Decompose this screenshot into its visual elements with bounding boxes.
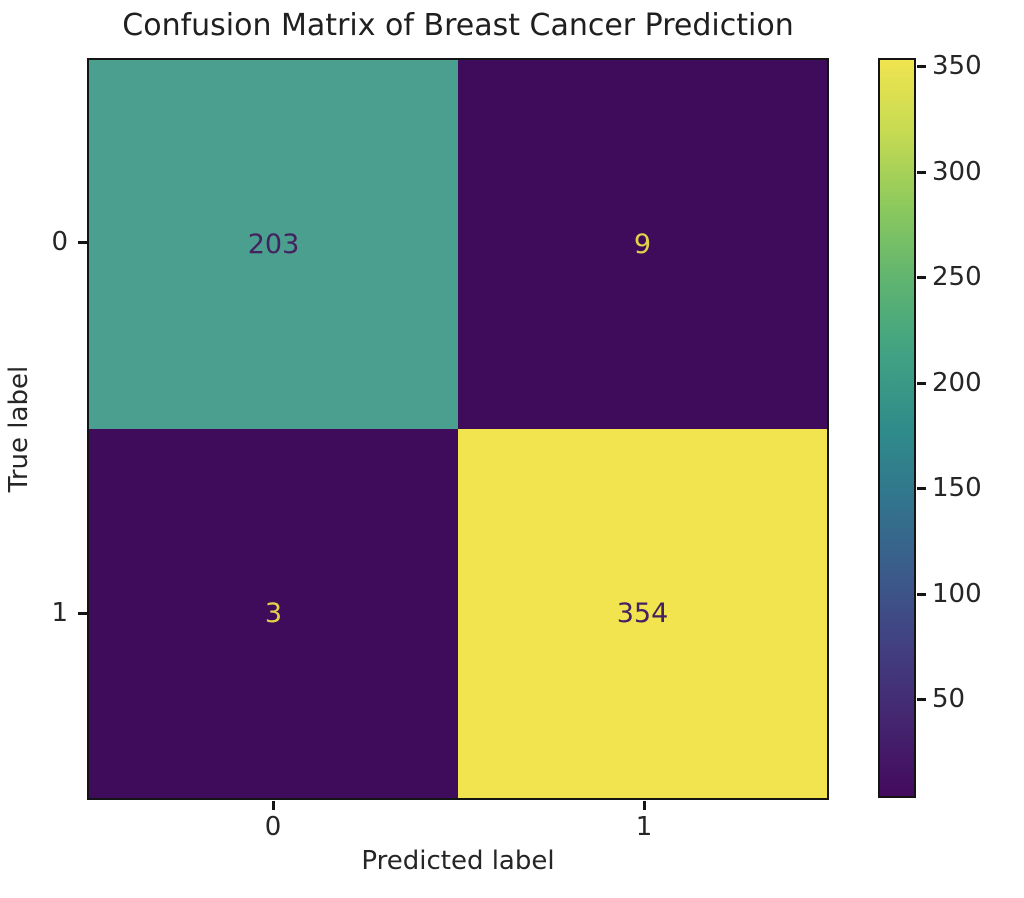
colorbar-tick-label-50: 50: [932, 684, 966, 714]
x-tick-mark-0: [272, 801, 275, 810]
y-axis-label-box: True label: [2, 58, 36, 800]
y-tick-mark-0: [78, 241, 87, 244]
y-tick-mark-1: [78, 612, 87, 615]
colorbar-tick-mark-200: [917, 382, 926, 385]
cell-value: 354: [616, 598, 669, 629]
colorbar-tick-mark-250: [917, 276, 926, 279]
chart-title: Confusion Matrix of Breast Cancer Predic…: [122, 8, 794, 43]
heatmap-axes: 203 9 3 354: [87, 58, 829, 800]
colorbar-tick-label-350: 350: [932, 51, 982, 81]
x-tick-label-1: 1: [635, 812, 653, 842]
colorbar-tick-mark-50: [917, 698, 926, 701]
cell-true0-pred1: 9: [458, 60, 827, 429]
colorbar-tick-mark-300: [917, 171, 926, 174]
y-axis-label: True label: [4, 365, 34, 493]
x-axis-label: Predicted label: [361, 846, 555, 876]
cell-true1-pred0: 3: [89, 429, 458, 798]
colorbar-tick-label-200: 200: [932, 368, 982, 398]
colorbar-tick-label-300: 300: [932, 157, 982, 187]
colorbar-tick-label-100: 100: [932, 579, 982, 609]
cell-value: 9: [633, 229, 652, 260]
colorbar-tick-mark-150: [917, 487, 926, 490]
colorbar-tick-label-150: 150: [932, 473, 982, 503]
cell-true1-pred1: 354: [458, 429, 827, 798]
x-tick-label-0: 0: [264, 812, 282, 842]
y-tick-label-1: 1: [51, 598, 68, 628]
colorbar-tick-label-250: 250: [932, 262, 982, 292]
x-tick-mark-1: [643, 801, 646, 810]
cell-true0-pred0: 203: [89, 60, 458, 429]
cell-value: 3: [264, 598, 283, 629]
cell-value: 203: [247, 229, 300, 260]
y-tick-label-0: 0: [51, 227, 68, 257]
colorbar-tick-mark-100: [917, 593, 926, 596]
colorbar: [878, 58, 916, 798]
colorbar-tick-mark-350: [917, 65, 926, 68]
